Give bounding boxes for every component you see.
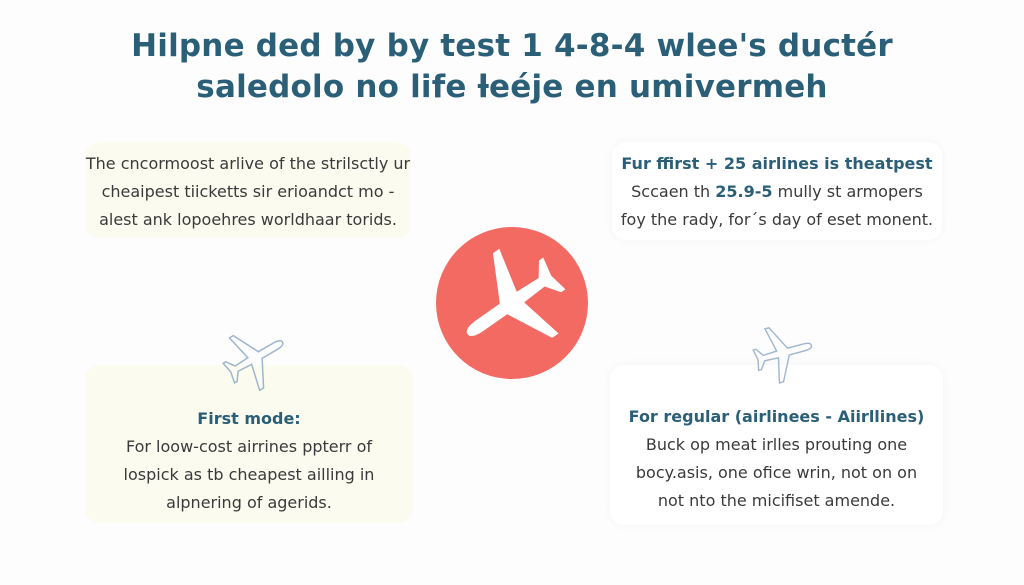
text-post: mully st armopers	[772, 182, 923, 201]
card-text: bocy.asis, one ofice wrin, not on on	[635, 463, 918, 482]
card-text: alest ank lopoehres worldhaar torids.	[99, 210, 397, 229]
airplane-icon	[466, 248, 566, 338]
highlight-value: 25.9-5	[715, 182, 773, 201]
hub-circle	[436, 227, 588, 379]
card-text: For loow-cost airrines ppterr of	[125, 437, 373, 456]
card-top-right: Fur ffirst + 25 airlines is theatpest Sc…	[612, 142, 942, 240]
card-text: Buck op meat irlles prouting one	[645, 435, 908, 454]
card-text: Sccaen th 25.9-5 mully st armopers	[612, 178, 942, 206]
card-bottom-left: First mode: For loow-cost airrines ppter…	[85, 365, 413, 523]
card-heading: Fur ffirst + 25 airlines is theatpest	[621, 154, 933, 173]
card-text: cheaipest tiicketts sir erioandct mo -	[101, 182, 395, 201]
card-heading: For regular (airlinees - Aiirllines)	[628, 407, 925, 426]
text-pre: Sccaen th	[631, 182, 716, 201]
page-title-line-1: Hilpne ded by by test 1 4-8-4 wlee's duc…	[131, 28, 893, 64]
card-text: foy the rady, for´s day of eset monent.	[620, 210, 934, 229]
card-text: The cncormoost arlive of the strilsctly …	[85, 154, 411, 173]
page-title-line-2: saledolo no life ƚeéje en umivermeh	[196, 69, 828, 105]
airplane-outline-icon	[752, 326, 813, 384]
card-bottom-right: For regular (airlinees - Aiirllines) Buc…	[610, 365, 943, 525]
card-top-left: The cncormoost arlive of the strilsctly …	[85, 142, 411, 238]
card-text: not nto the micifiset amende.	[657, 491, 896, 510]
airplane-outline-icon	[221, 334, 284, 392]
card-heading: First mode:	[197, 409, 301, 428]
card-text: alpnering of agerids.	[166, 493, 332, 512]
card-text: lospick as tb cheapest ailling in	[123, 465, 375, 484]
